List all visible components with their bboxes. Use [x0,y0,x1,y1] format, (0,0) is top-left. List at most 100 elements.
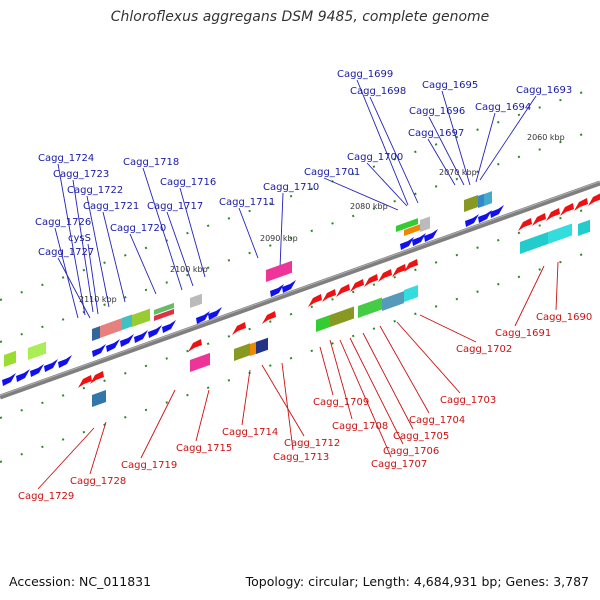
gene-arrow [16,369,30,382]
gene-label: Cagg_1715 [176,443,232,454]
connector-line [89,421,107,475]
connector-line [396,321,461,394]
connector-line [37,427,95,490]
gene-label: Cagg_1713 [273,452,329,463]
gene-arrow [134,330,148,343]
gene-label: Cagg_1698 [350,86,406,97]
tick-labels: 2060 kbp 2070 kbp 2080 kbp 2090 kbp 2100 kbp… [79,133,565,304]
genome-backbone [0,180,600,400]
gene-label: Cagg_1728 [70,476,126,487]
gene-block [520,232,548,254]
gene-block [316,315,330,332]
gene-arrow [392,264,406,277]
gene-arrow [58,355,72,368]
gene-label: Cagg_1717 [147,201,203,212]
gene-label: Cagg_1704 [409,415,465,426]
gene-arrow [400,237,414,250]
gene-block [548,223,572,244]
gene-block [100,318,122,339]
connector-line [129,233,157,295]
connector-line [142,167,183,291]
gene-block [122,314,132,330]
connector-line [57,257,91,319]
connector-line [72,179,94,313]
gene-arrow [148,325,162,338]
map-title: Chloroflexus aggregans DSM 9485, complet… [110,9,490,25]
gene-label: Cagg_1695 [422,80,478,91]
connector-line [356,79,409,206]
gene-label: Cagg_1706 [383,446,439,457]
gene-arrow [424,229,438,242]
gene-arrow [282,280,296,293]
gene-block [256,337,268,354]
topology-summary: Topology: circular; Length: 4,684,931 bp… [245,574,589,589]
connector-line [323,177,399,211]
gene-arrow [404,259,418,272]
gene-features [2,191,600,407]
gene-label: Cagg_1697 [408,128,464,139]
connector-line [479,95,537,181]
gene-arrow [364,274,378,287]
gene-arrow [322,289,336,302]
tick-label: 2090 kbp [260,234,298,243]
connector-line [195,389,210,442]
tick-label: 2060 kbp [527,133,565,142]
gene-arrow [120,334,134,347]
connector-line [369,96,419,204]
connector-line [319,346,334,396]
gene-label: Cagg_1691 [495,328,551,339]
gene-arrow [44,359,58,372]
gene-block [330,306,354,327]
gene-arrow [574,198,588,211]
gene-label: Cagg_1699 [337,69,393,80]
connector-line [339,339,392,458]
gene-block [132,308,150,328]
connector-line [87,243,99,315]
gene-label: cysS [68,233,91,244]
gene-arrow [106,339,120,352]
gene-arrow [478,210,492,223]
gene-arrow [262,311,276,324]
connector-line [366,162,408,207]
gene-block [478,193,484,208]
gene-label: Cagg_1709 [313,397,369,408]
connector-line [238,207,259,259]
gene-label: Cagg_1700 [347,152,403,163]
connector-line [427,138,456,186]
gene-label: Cagg_1724 [38,153,94,164]
gene-arrow [308,294,322,307]
gene-label: Cagg_1727 [38,247,94,258]
gene-block [190,352,210,372]
gene-block [92,326,100,341]
gene-labels: Cagg_1699 Cagg_1698 Cagg_1695 Cagg_1693 Cagg… [18,69,592,502]
connector-line [349,337,404,445]
gene-label: Cagg_1726 [35,217,91,228]
gene-block [420,216,430,232]
gene-label: Cagg_1710 [263,182,319,193]
gene-arrow [350,279,364,292]
connector-line [179,187,206,278]
connector-line [241,369,251,426]
connector-line [514,265,545,327]
gene-block [404,285,418,302]
gene-label: Cagg_1703 [440,395,496,406]
guide-lines [0,85,600,463]
gene-arrow [465,214,479,227]
gene-block [190,293,202,308]
connector-line [166,211,194,287]
tick-label: 2070 kbp [439,168,477,177]
accession-text: Accession: NC_011831 [9,574,152,589]
gene-arrow [546,208,560,221]
gene-block [4,350,16,367]
connector-line [86,195,110,308]
tick-label: 2110 kbp [79,295,117,304]
connector-line [441,90,471,186]
gene-block [358,297,382,318]
gene-arrow [378,269,392,282]
gene-label: Cagg_1693 [516,85,572,96]
connector-line [475,112,496,183]
gene-arrow [232,322,246,335]
connector-line [102,211,126,303]
gene-block [464,195,478,212]
gene-arrow [412,233,426,246]
